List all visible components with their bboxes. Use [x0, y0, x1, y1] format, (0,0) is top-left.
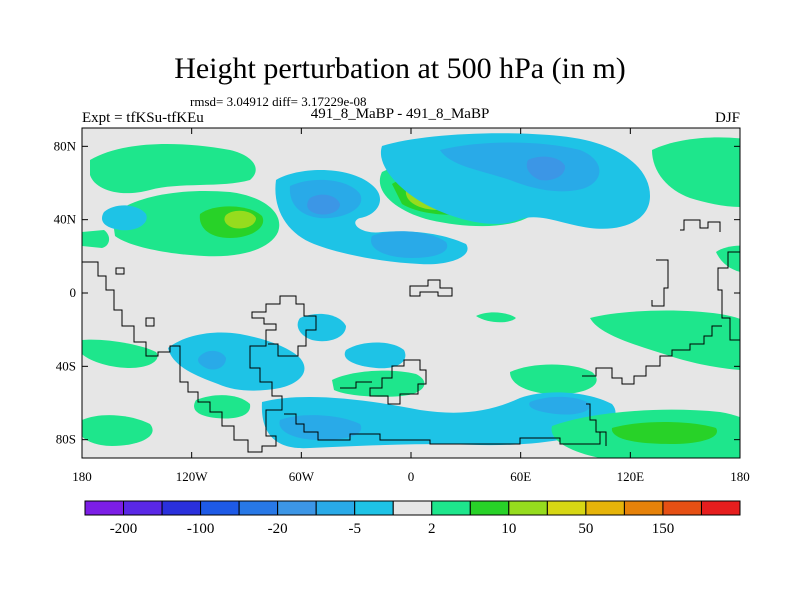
x-tick-label: 60E	[510, 469, 531, 484]
axis-ticks: 180 120W 60W 0 60E 120E 180 80N 40N 0 40S 80S	[54, 128, 750, 484]
colorbar-label: -200	[110, 521, 138, 537]
colorbar-swatch	[238, 500, 279, 516]
outline-asia	[651, 259, 669, 307]
colorbar-swatch	[700, 500, 741, 516]
colorbar-swatch	[508, 500, 548, 516]
y-tick-label: 80S	[56, 432, 76, 447]
y-tick-label: 0	[70, 285, 77, 300]
outline-western-americas	[82, 261, 317, 453]
contour-negative-tropical-atlantic	[297, 313, 346, 342]
contour-negative-n-america-deep	[307, 194, 340, 215]
contour-negative-n-pacific	[101, 205, 147, 231]
outline-east-pacific	[586, 403, 607, 446]
contour-positive-se-pacific	[82, 339, 158, 368]
contour-positive-indian-ocean	[590, 310, 740, 370]
colorbar-label: 150	[652, 521, 675, 537]
colorbar: -200 -100 -20 -5 2 10 50 150	[84, 500, 741, 537]
x-tick-label: 0	[408, 469, 415, 484]
colorbar-swatch	[200, 500, 240, 516]
x-tick-label: 120E	[617, 469, 645, 484]
stats-text: rmsd= 3.04912 diff= 3.17229e-08	[190, 94, 367, 109]
outline-s-atlantic-ridge	[340, 381, 372, 389]
colorbar-swatch	[469, 500, 510, 516]
colorbar-swatch	[277, 500, 317, 516]
colorbar-label: -100	[187, 521, 215, 537]
runs-label: 491_8_MaBP - 491_8_MaBP	[310, 106, 490, 122]
colorbar-swatch	[431, 500, 471, 516]
colorbar-swatch	[392, 500, 433, 516]
coastline-overlay	[82, 219, 740, 453]
colorbar-swatch	[354, 500, 394, 516]
x-tick-label: 120W	[176, 469, 209, 484]
contour-center-n-america	[224, 210, 256, 229]
x-tick-label: 60W	[289, 469, 315, 484]
outline-small-island-2	[115, 267, 125, 275]
colorbar-swatch	[315, 500, 356, 516]
y-tick-label: 40N	[54, 212, 77, 227]
colorbar-swatch	[123, 500, 163, 516]
outline-antarctic-peninsula	[284, 413, 606, 445]
colorbar-swatch	[623, 500, 664, 516]
contour-positive-tropical-pacific	[476, 312, 516, 323]
colorbar-swatch	[84, 500, 125, 516]
colorbar-label: -5	[348, 521, 361, 537]
colorbar-swatch	[585, 500, 625, 516]
colorbar-label: -20	[268, 521, 288, 537]
outline-east-edge	[717, 244, 740, 341]
contour-field	[82, 128, 740, 458]
contour-negative-south-america-core	[198, 350, 226, 370]
contour-negative-siberia	[526, 156, 566, 181]
x-tick-label: 180	[730, 469, 750, 484]
contour-negative-south-atlantic	[344, 342, 406, 369]
contour-positive-s-indian	[510, 364, 597, 395]
contour-positive-n-pacific	[90, 144, 256, 194]
contour-positive-south-atlantic	[332, 370, 425, 397]
colorbar-swatch	[546, 500, 587, 516]
contour-positive-w-edge	[82, 230, 110, 248]
contour-negative-n-atlantic	[371, 231, 448, 258]
contour-positive-s-pacific	[194, 395, 251, 419]
outline-indian-ocean	[582, 325, 722, 385]
outline-small-island-1	[145, 317, 155, 327]
contour-negative-south-america	[168, 332, 305, 391]
colorbar-swatch	[662, 500, 702, 516]
outline-east-asia	[680, 219, 721, 232]
x-tick-label: 180	[72, 469, 92, 484]
experiment-label: Expt = tfKSu-tfKEu	[82, 110, 204, 126]
contour-positive-s-ocean-core	[611, 422, 717, 444]
contour-negative-antarctic-core	[279, 415, 362, 440]
colorbar-swatch	[161, 500, 202, 516]
season-label: DJF	[714, 110, 740, 126]
colorbar-label: 10	[501, 521, 516, 537]
contour-negative-antarctic-east	[529, 396, 591, 415]
plot-title: Height perturbation at 500 hPa (in m)	[174, 52, 626, 85]
y-tick-label: 80N	[54, 138, 77, 153]
contour-positive-sw-edge	[82, 415, 153, 446]
outline-southern-africa	[369, 359, 427, 405]
contour-negative-arctic-core	[440, 142, 600, 192]
outline-tropical-island	[409, 279, 453, 297]
colorbar-label: 50	[578, 521, 593, 537]
contour-positive-ne-asia	[652, 137, 740, 207]
y-tick-label: 40S	[56, 358, 76, 373]
colorbar-label: 2	[428, 521, 436, 537]
